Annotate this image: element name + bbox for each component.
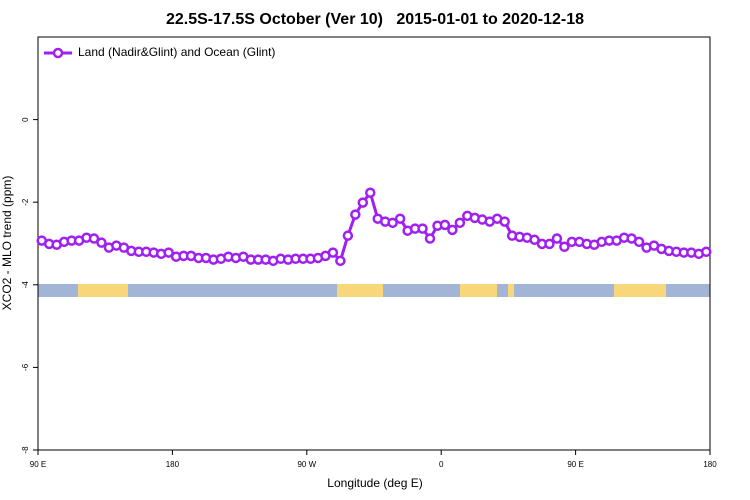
x-axis-label: Longitude (deg E) <box>327 476 422 490</box>
land-band <box>337 284 383 297</box>
data-point <box>424 233 436 244</box>
data-point <box>559 241 570 253</box>
data-point <box>499 216 510 227</box>
data-point <box>327 247 339 258</box>
x-tick-label: 90 E <box>567 460 583 469</box>
x-tick-label: 90 W <box>297 460 316 469</box>
legend-marker <box>52 47 64 59</box>
land-band <box>508 284 514 297</box>
data-point <box>88 233 100 244</box>
x-tick-label: 90 E <box>30 460 46 469</box>
land-band <box>78 284 128 297</box>
x-tick-label: 180 <box>703 460 717 469</box>
y-tick-label: 0 <box>21 117 30 122</box>
data-point <box>357 197 369 208</box>
data-point <box>342 230 354 241</box>
legend-label: Land (Nadir&Glint) and Ocean (Glint) <box>78 45 275 59</box>
data-point <box>551 233 563 244</box>
data-point <box>454 217 466 229</box>
land-ocean-band <box>38 284 710 297</box>
data-point <box>417 223 428 234</box>
data-point <box>163 247 174 258</box>
x-tick-label: 180 <box>166 460 180 469</box>
data-point <box>447 224 458 236</box>
data-point <box>335 255 346 267</box>
y-axis-label: XCO2 - MLO trend (ppm) <box>0 176 14 311</box>
y-tick-label: -2 <box>21 198 30 206</box>
land-band <box>460 284 497 297</box>
y-tick-label: -6 <box>21 363 30 371</box>
data-point <box>387 217 398 229</box>
chart-title: 22.5S-17.5S October (Ver 10) 2015-01-01 … <box>166 11 584 28</box>
data-point <box>529 234 540 246</box>
land-band <box>614 284 666 297</box>
y-tick-label: -8 <box>21 446 30 454</box>
x-tick-label: 0 <box>439 460 444 469</box>
data-point <box>544 238 555 250</box>
y-tick-label: -4 <box>21 281 30 289</box>
data-point <box>633 236 645 248</box>
data-point <box>96 237 107 248</box>
data-point <box>701 246 712 258</box>
data-point <box>365 187 376 198</box>
data-point <box>350 209 361 220</box>
data-point <box>439 219 451 231</box>
data-point <box>394 213 406 224</box>
